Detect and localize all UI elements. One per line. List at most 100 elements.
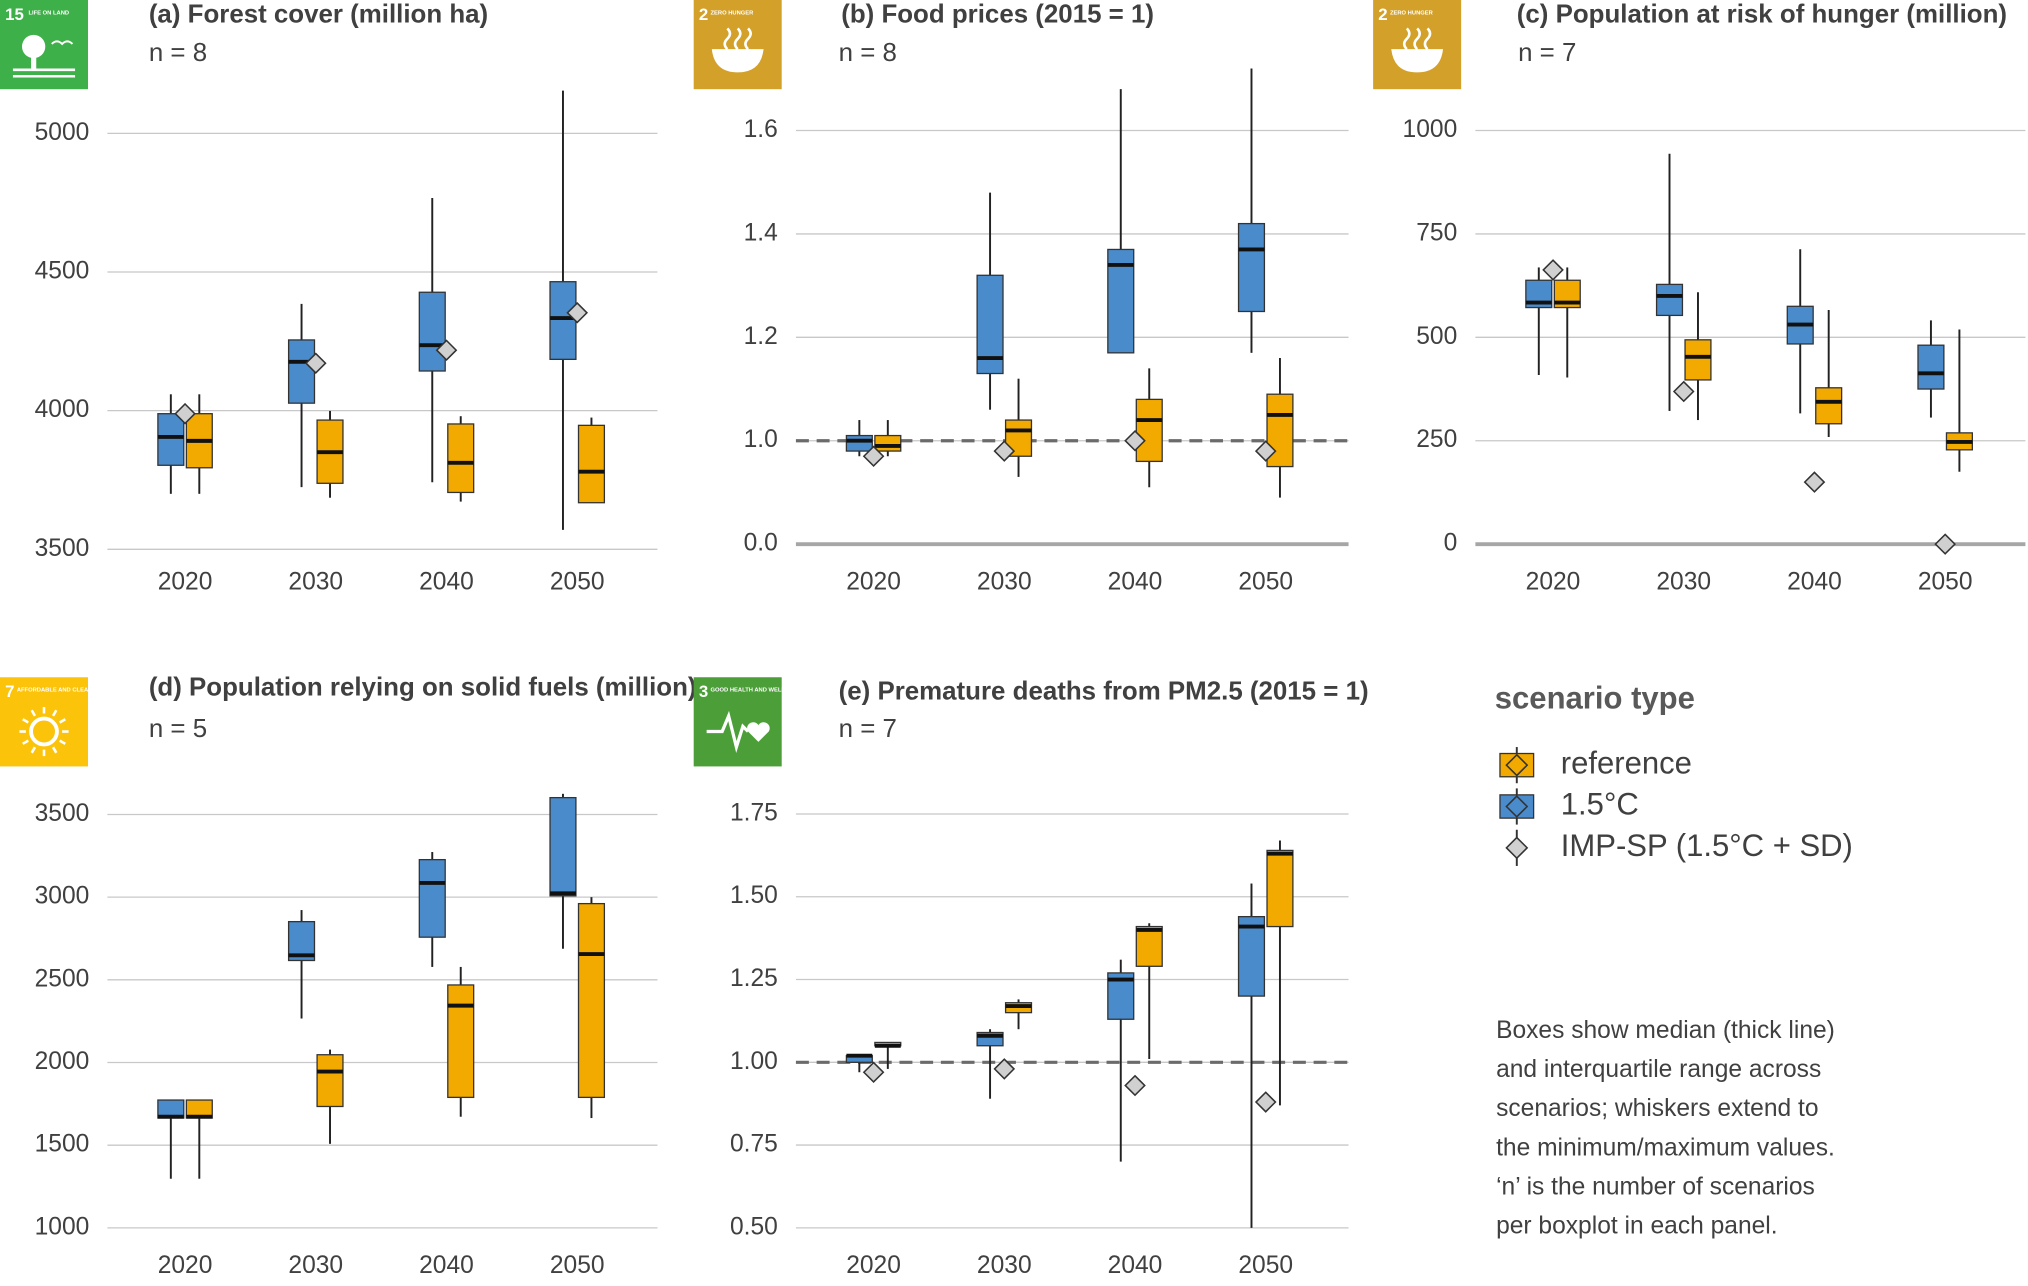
y-tick-label: 750 bbox=[1416, 219, 1457, 246]
bowl-glyph bbox=[1391, 49, 1444, 73]
sdg-label: ZERO HUNGER bbox=[711, 10, 755, 16]
legend-title: scenario type bbox=[1495, 681, 1695, 716]
sdg-label: ZERO HUNGER bbox=[1390, 10, 1434, 16]
sun-glyph bbox=[29, 716, 59, 747]
ray-glyph bbox=[59, 718, 66, 724]
panel-title: (e) Premature deaths from PM2.5 (2015 = … bbox=[839, 678, 1369, 706]
note-line: ‘n’ is the number of scenarios bbox=[1496, 1174, 1815, 1201]
box bbox=[1684, 339, 1712, 381]
ground-glyph bbox=[12, 68, 76, 78]
sdg-number: 3 bbox=[699, 682, 708, 701]
box bbox=[1237, 915, 1266, 997]
ray-glyph bbox=[30, 709, 37, 717]
y-tick-label: 1500 bbox=[35, 1131, 90, 1158]
sdg-number: 2 bbox=[699, 5, 708, 24]
ray-glyph bbox=[59, 739, 66, 745]
note-line: Boxes show median (thick line) bbox=[1496, 1017, 1835, 1044]
x-tick-label: 2020 bbox=[158, 568, 213, 595]
imp-marker bbox=[993, 440, 1016, 462]
sdg-icon bbox=[693, 0, 782, 90]
y-tick-label: 3000 bbox=[35, 883, 90, 910]
trunk-glyph bbox=[31, 54, 37, 70]
pulse-glyph bbox=[706, 710, 750, 754]
y-tick-label: 2500 bbox=[35, 965, 90, 992]
box bbox=[1655, 283, 1684, 317]
y-tick-label: 3500 bbox=[35, 535, 90, 562]
panel-n: n = 7 bbox=[1518, 39, 1576, 67]
box bbox=[1815, 387, 1843, 425]
y-tick-label: 0.75 bbox=[730, 1131, 778, 1158]
y-tick-label: 1.50 bbox=[730, 882, 778, 909]
y-tick-label: 4000 bbox=[35, 396, 90, 423]
y-tick-label: 0.50 bbox=[730, 1213, 778, 1240]
ray-glyph bbox=[51, 746, 58, 754]
sdg-number: 7 bbox=[5, 682, 14, 701]
x-tick-label: 2030 bbox=[288, 568, 343, 595]
tree-glyph bbox=[22, 34, 46, 59]
panel-n: n = 8 bbox=[149, 39, 207, 67]
ray-glyph bbox=[22, 718, 29, 724]
imp-marker bbox=[435, 339, 458, 361]
sdg-label: AFFORDABLE AND CLEAN ENERGY bbox=[17, 688, 119, 694]
box bbox=[1266, 849, 1294, 928]
legend-diamond bbox=[1505, 795, 1529, 818]
sdg-number: 15 bbox=[5, 5, 24, 24]
y-tick-label: 1.6 bbox=[744, 116, 778, 143]
legend-diamond bbox=[1505, 753, 1529, 777]
x-tick-label: 2050 bbox=[1238, 1252, 1293, 1279]
x-tick-label: 2050 bbox=[1918, 568, 1973, 595]
note-line: scenarios; whiskers extend to bbox=[1496, 1095, 1818, 1122]
imp-marker bbox=[304, 352, 327, 375]
note-line: the minimum/maximum values. bbox=[1496, 1134, 1835, 1161]
imp-marker bbox=[1672, 380, 1695, 403]
panel-n: n = 8 bbox=[839, 39, 897, 67]
heart-glyph bbox=[747, 722, 770, 742]
box bbox=[577, 424, 606, 504]
box bbox=[1237, 222, 1266, 313]
x-tick-label: 2030 bbox=[1656, 568, 1711, 595]
y-tick-label: 1.2 bbox=[744, 323, 778, 350]
y-tick-label: 1.0 bbox=[744, 426, 778, 453]
sdg-label: GOOD HEALTH AND WELL-BEING bbox=[711, 688, 806, 694]
steam-glyph bbox=[1402, 27, 1411, 51]
note-line: and interquartile range across bbox=[1496, 1056, 1821, 1083]
x-tick-label: 2020 bbox=[1526, 568, 1581, 595]
legend-diamond bbox=[1505, 836, 1529, 860]
y-tick-label: 250 bbox=[1416, 426, 1457, 453]
x-tick-label: 2040 bbox=[419, 1252, 474, 1279]
box bbox=[418, 858, 446, 938]
steam-glyph bbox=[723, 27, 732, 51]
box bbox=[874, 434, 902, 452]
imp-marker bbox=[862, 445, 885, 468]
panel-title: (a) Forest cover (million ha) bbox=[149, 0, 488, 28]
panel-title: (b) Food prices (2015 = 1) bbox=[841, 0, 1154, 28]
x-tick-label: 2030 bbox=[288, 1252, 343, 1279]
sdg-icon bbox=[1373, 0, 1462, 90]
imp-marker bbox=[1124, 1074, 1146, 1097]
y-tick-label: 5000 bbox=[35, 119, 90, 146]
x-tick-label: 2050 bbox=[1238, 568, 1293, 595]
x-tick-label: 2020 bbox=[158, 1252, 213, 1279]
y-tick-label: 1.75 bbox=[730, 799, 778, 826]
steam-glyph bbox=[1413, 27, 1422, 51]
imp-marker bbox=[1542, 259, 1564, 281]
box bbox=[549, 796, 577, 897]
y-tick-label: 500 bbox=[1416, 323, 1457, 350]
box bbox=[1135, 925, 1163, 967]
legend-label: 1.5°C bbox=[1561, 787, 1639, 822]
box bbox=[157, 413, 185, 466]
legend-label: IMP-SP (1.5°C + SD) bbox=[1561, 828, 1853, 863]
panel-n: n = 7 bbox=[839, 715, 897, 743]
box bbox=[1135, 398, 1163, 463]
box bbox=[549, 281, 577, 360]
y-tick-label: 4500 bbox=[35, 257, 90, 284]
imp-marker bbox=[1124, 429, 1146, 452]
x-tick-label: 2020 bbox=[846, 568, 901, 595]
sdg-label: LIFE ON LAND bbox=[28, 10, 69, 16]
steam-glyph bbox=[733, 27, 742, 51]
box bbox=[287, 339, 316, 404]
y-tick-label: 0.0 bbox=[744, 530, 778, 557]
y-tick-label: 1000 bbox=[35, 1213, 90, 1240]
